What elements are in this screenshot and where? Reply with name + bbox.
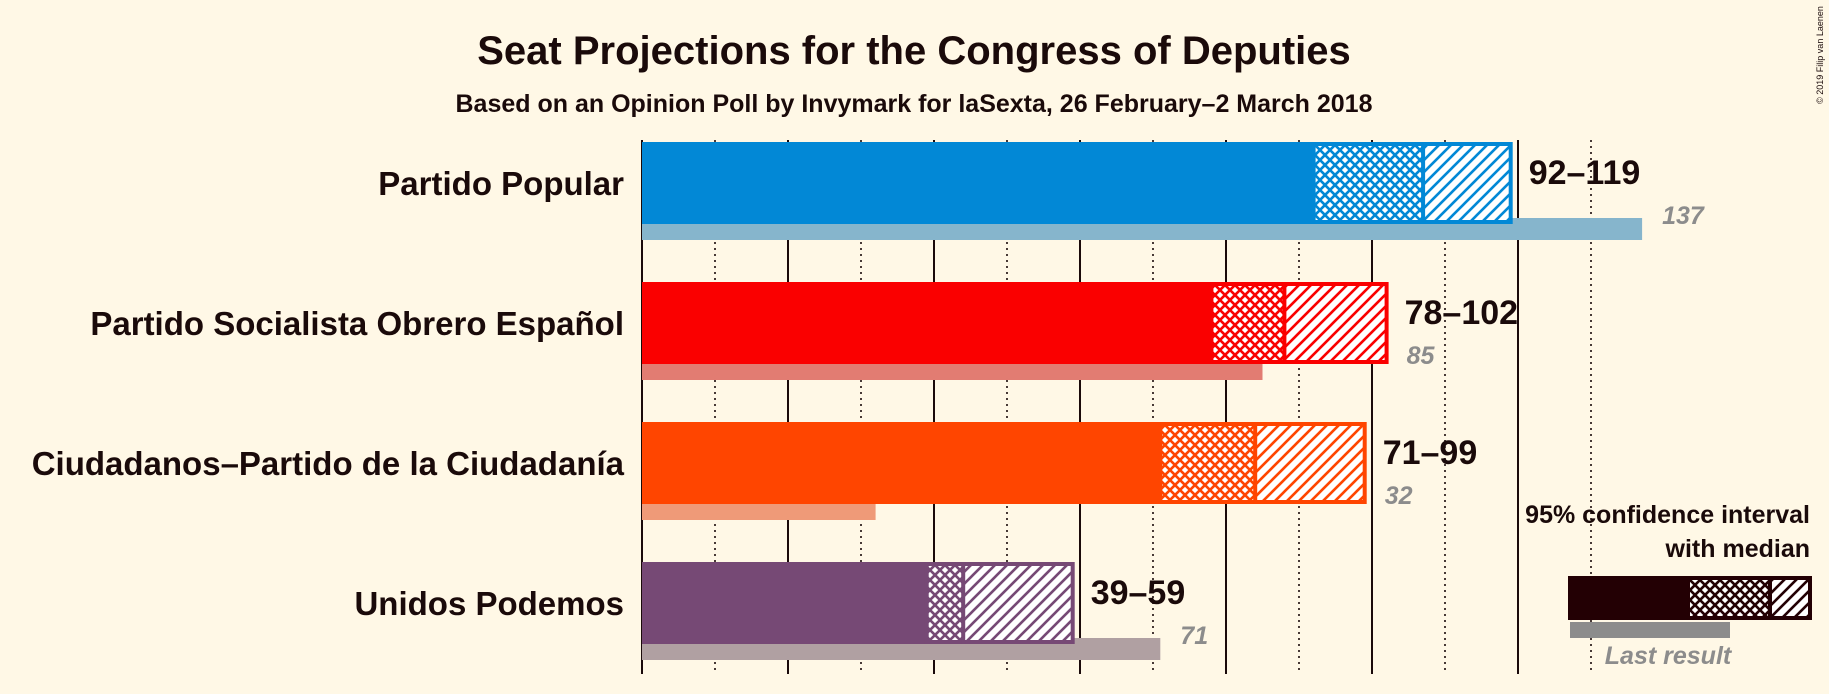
legend-cross-swatch xyxy=(1688,576,1770,620)
bars-group: Partido Popular 92–119 137 Partido Socialis… xyxy=(32,142,1705,660)
ci-outline xyxy=(1158,422,1367,504)
range-label: 78–102 xyxy=(1405,294,1518,332)
party-label: Unidos Podemos xyxy=(354,585,624,622)
legend: 95% confidence interval with median Last… xyxy=(1525,501,1812,670)
legend-last-result-swatch xyxy=(1570,622,1730,638)
ci-lower-solid-bar xyxy=(642,282,1212,364)
last-result-label: 32 xyxy=(1385,482,1413,510)
ci-low-median-bar xyxy=(1160,422,1256,504)
legend-diag-swatch xyxy=(1770,576,1810,620)
ci-median-high-bar xyxy=(963,562,1073,644)
range-label: 71–99 xyxy=(1383,434,1478,472)
ci-lower-solid-bar xyxy=(642,142,1314,224)
last-result-label: 85 xyxy=(1407,342,1436,370)
range-label: 92–119 xyxy=(1529,154,1641,192)
chart-title: Seat Projections for the Congress of Dep… xyxy=(477,29,1351,73)
ci-low-median-bar xyxy=(1313,142,1424,224)
last-result-label: 137 xyxy=(1662,202,1705,230)
legend-ci-outline xyxy=(1686,576,1812,620)
ci-outline xyxy=(1209,282,1389,364)
ci-lower-solid-bar xyxy=(642,422,1161,504)
legend-median-label: with median xyxy=(1665,535,1810,563)
ci-outline xyxy=(924,562,1075,644)
legend-ci-label: 95% confidence interval xyxy=(1525,501,1810,529)
ci-low-median-bar xyxy=(1211,282,1285,364)
ci-outline xyxy=(1311,142,1513,224)
range-label: 39–59 xyxy=(1091,574,1186,612)
ci-low-median-bar xyxy=(926,562,964,644)
party-label: Ciudadanos–Partido de la Ciudadanía xyxy=(32,445,625,482)
ci-lower-solid-bar xyxy=(642,562,927,644)
chart-subtitle: Based on an Opinion Poll by Invymark for… xyxy=(455,90,1372,118)
copyright-notice: © 2019 Filip van Laenen xyxy=(1815,6,1825,104)
party-label: Partido Popular xyxy=(378,165,624,202)
legend-solid-swatch xyxy=(1568,576,1688,620)
ci-median-high-bar xyxy=(1423,142,1511,224)
legend-last-result-label: Last result xyxy=(1605,642,1733,670)
ci-median-high-bar xyxy=(1255,422,1365,504)
last-result-label: 71 xyxy=(1180,622,1208,650)
ci-median-high-bar xyxy=(1284,282,1387,364)
party-label: Partido Socialista Obrero Español xyxy=(90,305,624,342)
